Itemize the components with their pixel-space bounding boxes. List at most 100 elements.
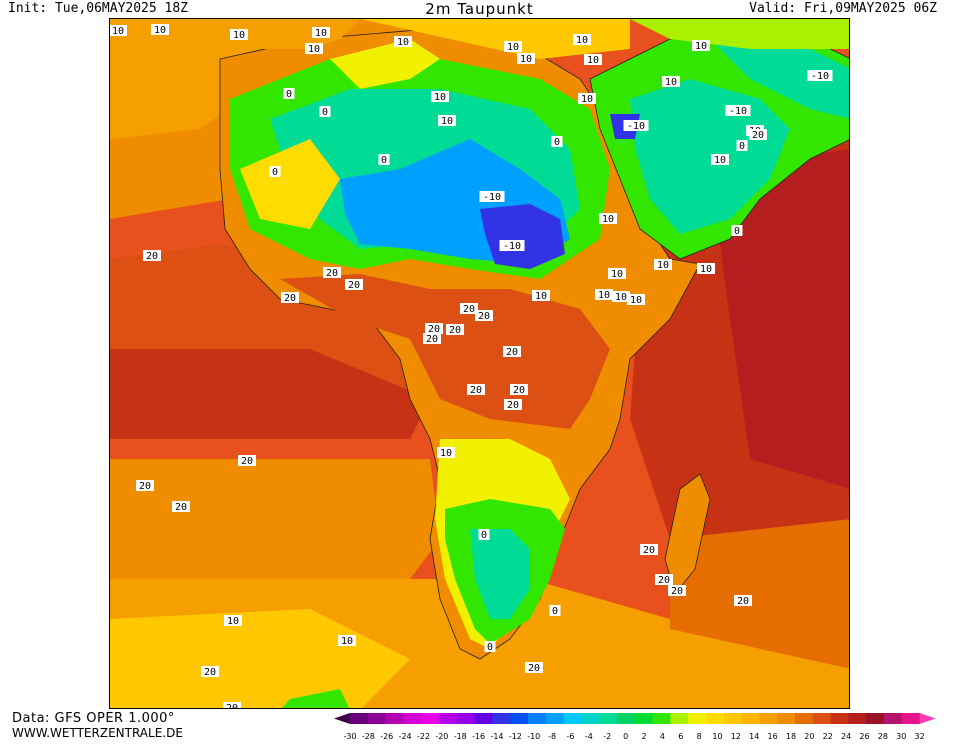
contour-label-box bbox=[143, 250, 161, 261]
contour-label-text: 10 bbox=[700, 264, 712, 275]
contour-label: 10 bbox=[627, 294, 645, 306]
iberia-zone bbox=[220, 19, 360, 49]
colorbar-tick-label: 10 bbox=[712, 732, 722, 741]
colorbar-tick-label: 22 bbox=[823, 732, 833, 741]
contour-label: 10 bbox=[692, 40, 710, 52]
colorbar-swatch bbox=[439, 713, 458, 724]
contour-label-text: 10 bbox=[233, 30, 245, 41]
contour-label: 10 bbox=[532, 290, 550, 302]
colorbar-tick-label: 24 bbox=[841, 732, 851, 741]
contour-label: 20 bbox=[525, 662, 543, 674]
contour-label-box bbox=[475, 310, 493, 321]
contour-label-box bbox=[437, 447, 455, 458]
contour-label-text: 10 bbox=[434, 92, 446, 103]
contour-label-text: 20 bbox=[348, 280, 360, 291]
colorbar-swatch bbox=[706, 713, 725, 724]
contour-label-box bbox=[655, 574, 673, 585]
contour-label-text: 20 bbox=[507, 400, 519, 411]
contour-label: 10 bbox=[578, 93, 596, 105]
contour-label-box bbox=[510, 384, 528, 395]
contour-label: 0 bbox=[731, 225, 743, 237]
contour-label-text: 20 bbox=[175, 502, 187, 513]
contour-label-box bbox=[549, 605, 561, 616]
colorbar-canvas: -30 -28 -26 -24 -22 -20 -18 -16 -14 -12 -10 -8 -6 -4-… bbox=[334, 713, 936, 741]
contour-label-text: 10 bbox=[112, 26, 124, 37]
western-sahara-yellow bbox=[240, 139, 340, 229]
data-source-label: Data: GFS OPER 1.000° bbox=[12, 711, 175, 726]
contour-label-box bbox=[460, 303, 478, 314]
contour-label-box bbox=[807, 70, 833, 81]
sahara-driest-core bbox=[480, 204, 565, 269]
contour-label-box bbox=[711, 154, 729, 165]
contour-label-text: 10 bbox=[581, 94, 593, 105]
colorbar-swatch bbox=[634, 713, 654, 724]
contour-label-box bbox=[338, 635, 356, 646]
contour-label-box bbox=[423, 333, 441, 344]
contour-label-text: 20 bbox=[671, 586, 683, 597]
contour-label-text: 20 bbox=[528, 663, 540, 674]
colorbar-tick-label: 8 bbox=[697, 732, 702, 741]
colorbar-swatch bbox=[492, 713, 511, 724]
contour-label-text: 10 bbox=[695, 41, 707, 52]
contour-label-text: 10 bbox=[315, 28, 327, 39]
contour-label: 20 bbox=[423, 333, 441, 345]
colorbar-swatch bbox=[795, 713, 814, 724]
colorbar-swatch bbox=[830, 713, 849, 724]
contour-label-box bbox=[394, 36, 412, 47]
contour-label: 20 bbox=[467, 384, 485, 396]
colorbar-swatch bbox=[741, 713, 760, 724]
contour-label: 20 bbox=[345, 279, 363, 291]
contour-label-text: 20 bbox=[752, 130, 764, 141]
contour-label-text: 20 bbox=[737, 596, 749, 607]
contour-label-box bbox=[736, 140, 748, 151]
contour-label-box bbox=[573, 34, 591, 45]
contour-label: 20 bbox=[640, 544, 658, 556]
contour-label-box bbox=[281, 292, 299, 303]
colorbar-tick-label: -18 bbox=[454, 732, 467, 741]
contour-label-text: 20 bbox=[226, 703, 238, 709]
south-atlantic-zone bbox=[110, 459, 440, 599]
colorbar-tick-label: -8 bbox=[548, 732, 556, 741]
contour-label-box bbox=[151, 24, 169, 35]
contour-label: 20 bbox=[734, 595, 752, 607]
contour-label-box bbox=[532, 290, 550, 301]
colorbar-tick-label: 32 bbox=[915, 732, 925, 741]
contour-label-box bbox=[692, 40, 710, 51]
dewpoint-map: 10101010101010101010101010101000000-10-1… bbox=[109, 18, 850, 709]
valid-time-label: Valid: Fri,09MAY2025 06Z bbox=[749, 1, 937, 16]
contour-label-text: -10 bbox=[627, 121, 645, 132]
contour-label-box bbox=[612, 291, 630, 302]
contour-label: 0 bbox=[378, 154, 390, 166]
contour-label: 20 bbox=[201, 666, 219, 678]
colorbar-swatch bbox=[528, 713, 547, 724]
contour-label-box bbox=[305, 43, 323, 54]
contour-label-box bbox=[504, 399, 522, 410]
madagascar bbox=[664, 473, 711, 595]
colorbar-tick-label: 14 bbox=[749, 732, 759, 741]
colorbar-swatch bbox=[599, 713, 618, 724]
contour-label-box bbox=[378, 154, 390, 165]
colorbar-swatch bbox=[563, 713, 582, 724]
colorbar-tick-label: -4 bbox=[585, 732, 593, 741]
colorbar-tick-label: -30 bbox=[343, 732, 356, 741]
contour-label: 20 bbox=[510, 384, 528, 396]
contour-label: 20 bbox=[323, 267, 341, 279]
contour-label-text: 0 bbox=[381, 155, 387, 166]
contour-label: 20 bbox=[143, 250, 161, 262]
colorbar-swatch bbox=[474, 713, 493, 724]
contour-label: 10 bbox=[110, 25, 127, 37]
colorbar-swatch bbox=[884, 713, 903, 724]
contour-label-text: 20 bbox=[643, 545, 655, 556]
contour-label-box bbox=[431, 91, 449, 102]
contour-label-box bbox=[345, 279, 363, 290]
contour-label: 10 bbox=[230, 29, 248, 41]
contour-label-box bbox=[484, 641, 496, 652]
contour-label-text: 10 bbox=[308, 44, 320, 55]
contour-label-box bbox=[725, 105, 751, 116]
contour-label: 20 bbox=[655, 574, 673, 586]
contour-label-text: 10 bbox=[397, 37, 409, 48]
contour-label: 10 bbox=[612, 291, 630, 303]
contour-label-box bbox=[438, 115, 456, 126]
contour-label-text: 0 bbox=[739, 141, 745, 152]
contour-label-box bbox=[525, 662, 543, 673]
